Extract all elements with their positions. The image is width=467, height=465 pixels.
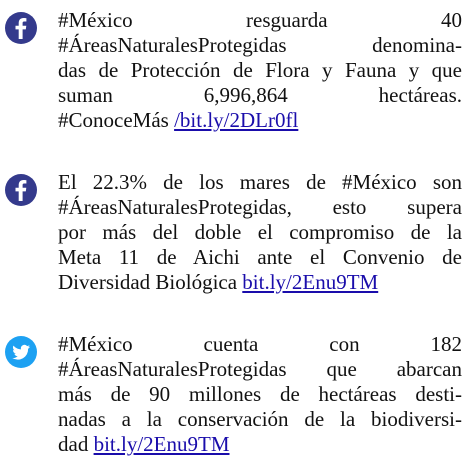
link[interactable]: /bit.ly/2DLr0fl xyxy=(174,108,299,132)
post-text: #México resguarda 40 #ÁreasNaturalesProte… xyxy=(58,8,462,133)
text-line: por más del doble el compromiso de la xyxy=(58,220,462,244)
text-line: Diversidad Biológica bit.ly/2Enu9TM xyxy=(58,270,462,295)
text-fragment: #ConoceMás xyxy=(58,108,169,132)
link[interactable]: bit.ly/2Enu9TM xyxy=(93,432,230,456)
text-line: #México cuenta con 182 xyxy=(58,332,462,356)
facebook-icon xyxy=(5,174,37,206)
twitter-icon xyxy=(5,336,37,368)
text-line: dad bit.ly/2Enu9TM xyxy=(58,432,462,457)
text-line: #ÁreasNaturalesProtegidas denomina- xyxy=(58,33,462,57)
text-line: más de 90 millones de hectáreas desti- xyxy=(58,382,462,406)
text-line: El 22.3% de los mares de #México son xyxy=(58,170,462,194)
text-line: #México resguarda 40 xyxy=(58,8,462,32)
post-text: El 22.3% de los mares de #México son #Áre… xyxy=(58,170,462,295)
text-line: nadas a la conservación de la biodiversi… xyxy=(58,407,462,431)
text-line: suman 6,996,864 hectáreas. xyxy=(58,83,462,107)
text-fragment: Diversidad Biológica xyxy=(58,270,238,294)
text-line: #ConoceMás /bit.ly/2DLr0fl xyxy=(58,108,462,133)
facebook-icon xyxy=(5,12,37,44)
text-line: Meta 11 de Aichi ante el Convenio de xyxy=(58,245,462,269)
post-text: #México cuenta con 182 #ÁreasNaturalesPro… xyxy=(58,332,462,457)
text-line: #ÁreasNaturalesProtegidas que abarcan xyxy=(58,357,462,381)
text-line: das de Protección de Flora y Fauna y que xyxy=(58,58,462,82)
text-line: #ÁreasNaturalesProtegidas, esto supera xyxy=(58,195,462,219)
text-fragment: dad xyxy=(58,432,89,456)
link[interactable]: bit.ly/2Enu9TM xyxy=(242,270,379,294)
